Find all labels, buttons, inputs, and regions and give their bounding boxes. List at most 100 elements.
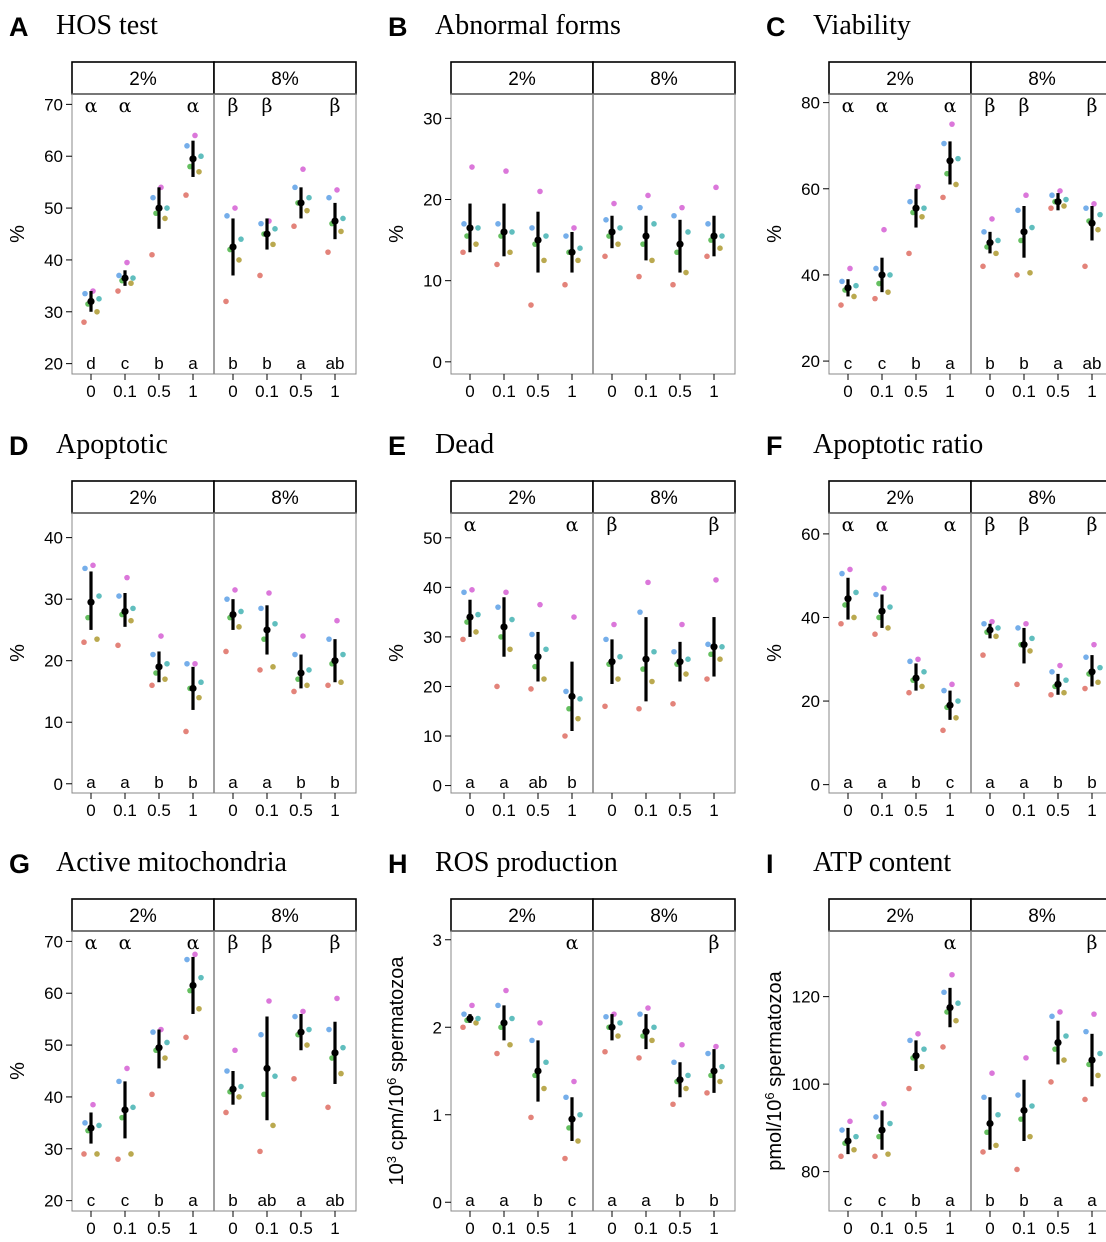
facet-strip [450,898,594,932]
x-tick-label: 0.5 [1046,801,1070,820]
x-tick-label: 0 [607,801,616,820]
mean-point [121,1106,129,1114]
significance-greek: β [228,932,239,954]
data-point [1029,224,1035,231]
mean-point [878,1126,886,1134]
facet-strip-label: 8% [271,488,299,509]
y-axis-label: pmol/106 spermatozoa [762,970,787,1170]
significance-letter: a [499,773,509,792]
y-tick-label: 2 [433,1018,442,1037]
data-point [1057,188,1063,194]
data-point [940,1044,946,1050]
mean-point [946,1003,954,1012]
mean-point [1020,228,1028,236]
data-point [96,296,102,302]
facet-strip-label: 2% [508,488,536,509]
data-point [906,250,912,257]
data-point [198,974,204,981]
mean-point [263,230,271,238]
mean-point [676,658,684,666]
data-point [995,625,1001,631]
data-point [192,951,198,958]
data-point [334,617,340,624]
x-tick-label: 0.5 [147,801,171,820]
data-point [326,636,332,642]
data-point [81,319,87,325]
data-point [238,1083,244,1090]
data-point [1091,201,1097,207]
data-point [96,593,102,599]
data-point [82,1120,88,1126]
data-point [575,257,581,264]
y-axis-label: % [386,225,408,243]
data-point [509,1015,515,1022]
x-tick-label: 0 [985,801,994,820]
data-point [615,241,621,247]
data-point [1083,654,1089,660]
data-point [851,293,857,300]
data-point [921,669,927,675]
x-tick-label: 0.5 [904,1219,928,1238]
significance-letter: c [946,773,955,792]
x-tick-label: 0.1 [113,382,137,401]
data-point [1049,192,1055,199]
data-point [941,140,947,147]
data-point [981,229,987,235]
significance-letter: b [262,354,271,373]
data-point [1023,620,1029,627]
significance-letter: b [154,1191,163,1210]
significance-letter: a [1019,773,1029,792]
data-point [887,272,893,278]
panel-a: A HOS test 2% 8% 20 30 40 50 60 70% 0 α d 0.1 α c 0.5 b 1 α… [7,10,357,401]
significance-letter: b [188,773,197,792]
data-point [1057,1009,1063,1015]
data-point [528,302,534,308]
data-point [164,205,170,211]
mean-point [1088,219,1096,227]
data-point [949,121,955,127]
significance-letter: b [985,1191,994,1210]
data-point [955,698,961,704]
data-point [1049,1013,1055,1020]
facet-strip [592,480,736,514]
y-label-part: % [386,644,408,662]
panel-title: Abnormal forms [435,10,621,41]
y-tick-label: 120 [792,988,820,1007]
significance-greek: α [119,932,132,954]
x-tick-label: 1 [945,382,954,401]
data-point [1063,677,1069,683]
data-point [921,205,927,211]
mean-point [912,674,920,682]
y-label-sup: 3 [384,1156,399,1163]
data-point [162,676,168,682]
data-point [270,241,276,248]
significance-greek: α [876,95,889,117]
significance-letter: a [465,773,475,792]
mean-point [466,224,474,232]
data-point [257,1148,263,1155]
data-point [94,636,100,642]
data-point [306,1026,312,1033]
mean-point [608,658,616,666]
data-point [906,1085,912,1092]
y-tick-label: 60 [801,525,820,544]
facet-strip-label: 2% [886,69,914,90]
data-point [685,1072,691,1079]
y-tick-label: 30 [423,628,442,647]
panel-letter: F [766,431,783,461]
significance-letter: b [985,354,994,373]
data-point [291,688,297,695]
panel-title: ATP content [813,847,951,878]
mean-point [676,240,684,248]
y-label-sup: 6 [762,1092,777,1099]
panel-d: D Apoptotic 2% 8% 0 10 20 30 40% 0 a 0.1 a 0.5 b 1 b 0 a 0.… [7,429,357,820]
data-point [719,233,725,239]
significance-greek: β [709,932,720,954]
data-point [325,249,331,255]
y-tick-label: 20 [44,355,63,374]
data-point [461,1011,467,1017]
data-point [473,241,479,247]
significance-greek: β [709,514,720,536]
y-axis-label: % [386,644,408,662]
